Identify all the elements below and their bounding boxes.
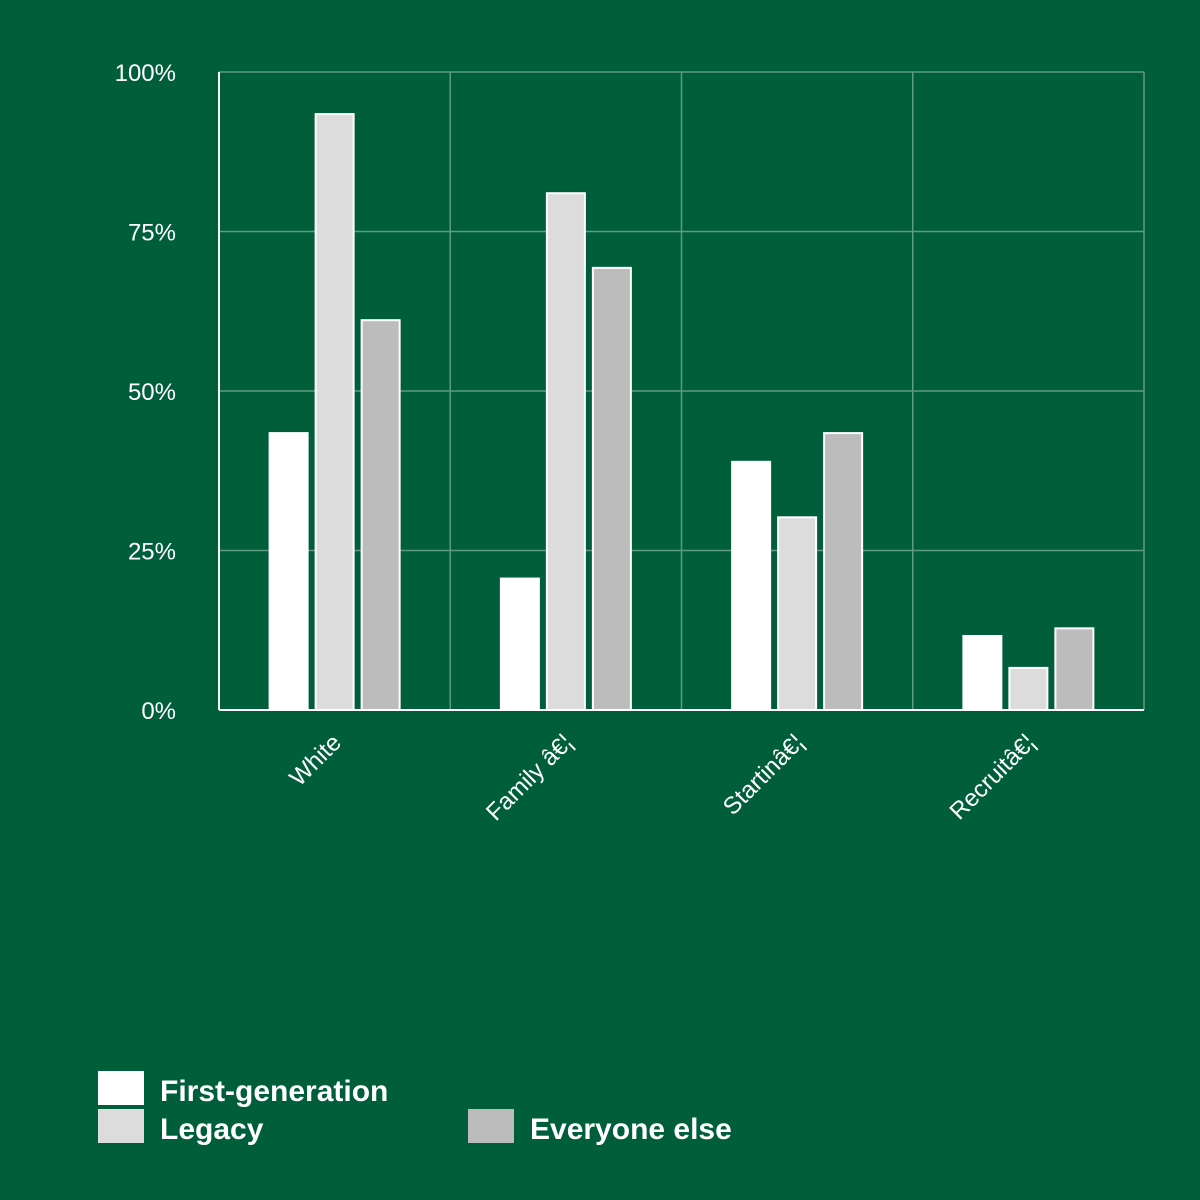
bar-legacy-2 [777,516,818,711]
bar-first-generation-3 [962,634,1003,712]
bars [268,113,1095,712]
axes [218,72,1144,711]
bar-first-generation-0 [268,432,309,711]
legend: First-generation Legacy Everyone else [98,1071,732,1146]
legend-swatch [98,1071,144,1105]
bar-legacy-3 [1008,666,1049,712]
y-tick-label: 75% [128,220,176,247]
x-axis-labels: White Family â€¦ Startinâ€¦ Recruitâ€¦ [284,729,1040,826]
x-tick-label: Recruitâ€¦ [944,729,1040,825]
bar-legacy-0 [314,113,355,712]
legend-label: First-generation [160,1075,388,1108]
bar-everyone-else-1 [591,266,632,711]
y-tick-label: 0% [141,698,176,725]
y-axis-ticks: 0% 25% 50% 75% 100% [115,60,176,725]
bar-everyone-else-3 [1054,627,1095,711]
bar-legacy-1 [545,192,586,712]
legend-swatch [468,1109,514,1143]
bar-first-generation-2 [731,460,772,711]
x-tick-label: White [284,729,346,791]
y-tick-label: 100% [115,60,176,87]
y-tick-label: 25% [128,539,176,566]
bar-everyone-else-0 [360,319,401,711]
legend-label: Legacy [160,1113,264,1146]
bar-everyone-else-2 [823,432,864,711]
x-tick-label: Family â€¦ [481,729,578,826]
bar-first-generation-1 [499,577,540,712]
gridlines [219,71,1145,710]
legend-swatch [98,1109,144,1143]
y-tick-label: 50% [128,379,176,406]
legend-label: Everyone else [530,1113,732,1146]
x-tick-label: Startinâ€¦ [718,729,809,820]
